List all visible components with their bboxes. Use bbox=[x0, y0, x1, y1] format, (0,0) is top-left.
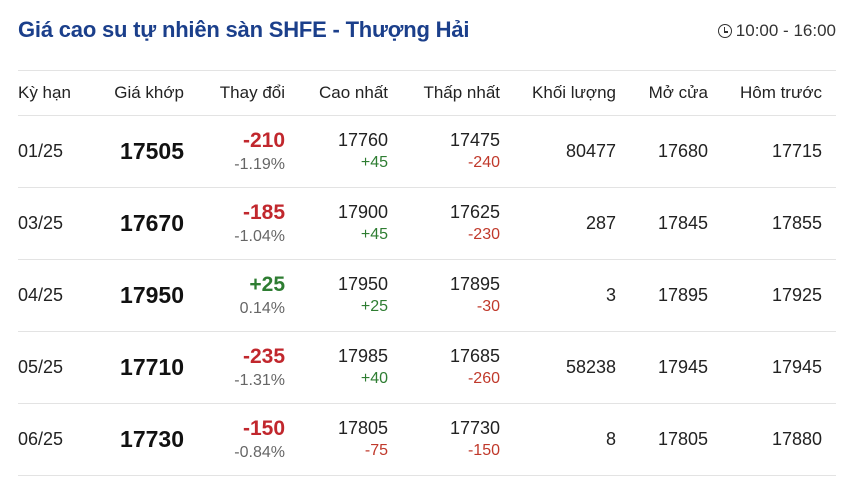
volume: 80477 bbox=[565, 141, 616, 161]
term: 01/25 bbox=[18, 141, 64, 161]
open-price: 17845 bbox=[657, 213, 708, 233]
price-table: Kỳ hạn Giá khớp Thay đổi Cao nhất Thấp n… bbox=[18, 70, 836, 476]
volume: 287 bbox=[585, 213, 616, 233]
term: 04/25 bbox=[18, 285, 64, 305]
term: 05/25 bbox=[18, 357, 64, 377]
open-price: 17945 bbox=[657, 357, 708, 377]
trading-hours-text: 10:00 - 16:00 bbox=[735, 21, 836, 40]
change-cell: -235 -1.31% bbox=[184, 343, 285, 391]
change-cell: -150 -0.84% bbox=[184, 415, 285, 463]
change-cell: -185 -1.04% bbox=[184, 199, 285, 247]
high-value: 17950 bbox=[337, 274, 388, 295]
low-cell: 17475 -240 bbox=[388, 129, 500, 173]
header-volume: Khối lượng bbox=[532, 83, 616, 102]
high-diff: -75 bbox=[364, 441, 388, 459]
low-diff: -150 bbox=[467, 441, 500, 459]
high-cell: 17900 +45 bbox=[285, 201, 388, 245]
header-open: Mở cửa bbox=[648, 83, 708, 102]
match-price: 17730 bbox=[120, 426, 184, 452]
change-percent: 0.14% bbox=[239, 299, 285, 317]
change-percent: -0.84% bbox=[234, 443, 285, 461]
table-row: 05/25 17710 -235 -1.31% 17985 +40 17685 … bbox=[18, 332, 836, 404]
volume: 8 bbox=[605, 429, 616, 449]
match-price: 17710 bbox=[120, 354, 184, 380]
high-value: 17805 bbox=[337, 418, 388, 439]
prev-close: 17925 bbox=[771, 285, 822, 305]
low-diff: -240 bbox=[467, 153, 500, 171]
high-value: 17985 bbox=[337, 346, 388, 367]
low-cell: 17685 -260 bbox=[388, 345, 500, 389]
table-row: 04/25 17950 +25 0.14% 17950 +25 17895 -3… bbox=[18, 260, 836, 332]
low-cell: 17625 -230 bbox=[388, 201, 500, 245]
change-cell: -210 -1.19% bbox=[184, 127, 285, 175]
low-value: 17625 bbox=[449, 202, 500, 223]
change-percent: -1.31% bbox=[234, 371, 285, 389]
high-value: 17760 bbox=[337, 130, 388, 151]
low-cell: 17895 -30 bbox=[388, 273, 500, 317]
low-value: 17895 bbox=[449, 274, 500, 295]
high-diff: +45 bbox=[360, 225, 388, 243]
high-diff: +45 bbox=[360, 153, 388, 171]
table-row: 06/25 17730 -150 -0.84% 17805 -75 17730 … bbox=[18, 404, 836, 476]
header-prev: Hôm trước bbox=[739, 83, 822, 102]
match-price: 17505 bbox=[120, 138, 184, 164]
match-price: 17670 bbox=[120, 210, 184, 236]
change-cell: +25 0.14% bbox=[184, 271, 285, 319]
change-value: -235 bbox=[242, 345, 285, 369]
low-diff: -260 bbox=[467, 369, 500, 387]
prev-close: 17945 bbox=[771, 357, 822, 377]
prev-close: 17880 bbox=[771, 429, 822, 449]
header-term: Kỳ hạn bbox=[18, 83, 71, 102]
table-row: 01/25 17505 -210 -1.19% 17760 +45 17475 … bbox=[18, 116, 836, 188]
page-title: Giá cao su tự nhiên sàn SHFE - Thượng Hả… bbox=[18, 17, 470, 42]
table-header: Kỳ hạn Giá khớp Thay đổi Cao nhất Thấp n… bbox=[18, 71, 836, 116]
volume: 3 bbox=[605, 285, 616, 305]
low-value: 17685 bbox=[449, 346, 500, 367]
open-price: 17680 bbox=[657, 141, 708, 161]
low-value: 17730 bbox=[449, 418, 500, 439]
header-price: Giá khớp bbox=[114, 83, 184, 102]
high-cell: 17985 +40 bbox=[285, 345, 388, 389]
change-value: +25 bbox=[249, 273, 285, 297]
high-cell: 17760 +45 bbox=[285, 129, 388, 173]
low-diff: -30 bbox=[476, 297, 500, 315]
change-percent: -1.04% bbox=[234, 227, 285, 245]
clock-icon bbox=[717, 24, 732, 38]
prev-close: 17855 bbox=[771, 213, 822, 233]
open-price: 17895 bbox=[657, 285, 708, 305]
high-diff: +25 bbox=[360, 297, 388, 315]
change-value: -150 bbox=[242, 417, 285, 441]
prev-close: 17715 bbox=[771, 141, 822, 161]
low-value: 17475 bbox=[449, 130, 500, 151]
high-diff: +40 bbox=[360, 369, 388, 387]
high-cell: 17950 +25 bbox=[285, 273, 388, 317]
change-value: -210 bbox=[242, 129, 285, 153]
high-value: 17900 bbox=[337, 202, 388, 223]
table-row: 03/25 17670 -185 -1.04% 17900 +45 17625 … bbox=[18, 188, 836, 260]
open-price: 17805 bbox=[657, 429, 708, 449]
header-high: Cao nhất bbox=[319, 83, 388, 102]
trading-hours: 10:00 - 16:00 bbox=[717, 21, 836, 41]
low-diff: -230 bbox=[467, 225, 500, 243]
change-percent: -1.19% bbox=[234, 155, 285, 173]
change-value: -185 bbox=[242, 201, 285, 225]
volume: 58238 bbox=[565, 357, 616, 377]
high-cell: 17805 -75 bbox=[285, 417, 388, 461]
header-low: Thấp nhất bbox=[423, 83, 500, 102]
match-price: 17950 bbox=[120, 282, 184, 308]
header-change: Thay đổi bbox=[219, 83, 285, 102]
term: 03/25 bbox=[18, 213, 64, 233]
low-cell: 17730 -150 bbox=[388, 417, 500, 461]
term: 06/25 bbox=[18, 429, 64, 449]
